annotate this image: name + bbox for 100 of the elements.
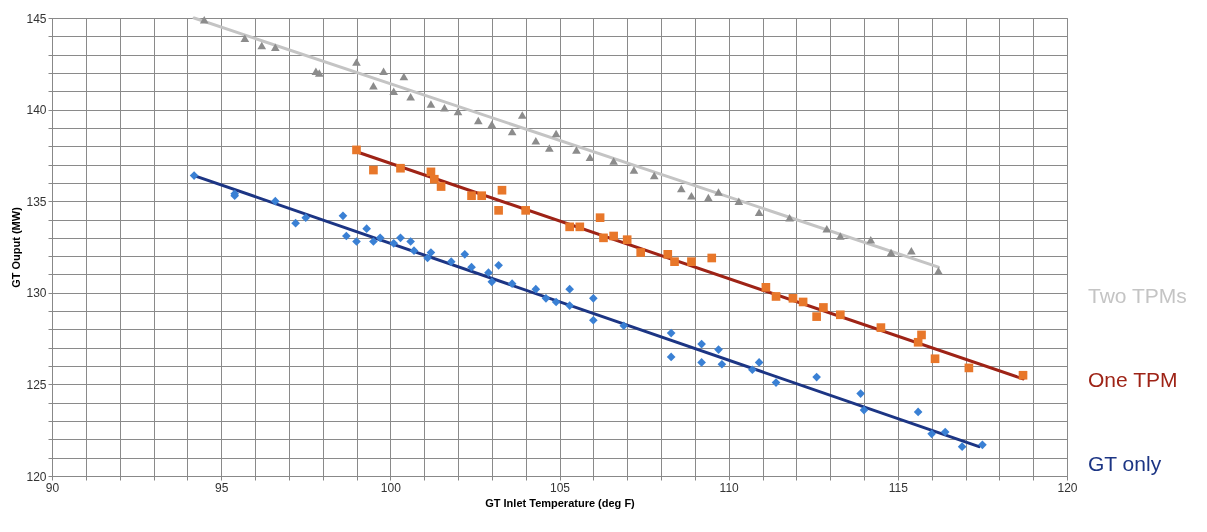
point: [666, 352, 676, 362]
point: [406, 93, 415, 101]
x-axis-title: GT Inlet Temperature (deg F): [485, 496, 636, 509]
point: [609, 231, 618, 241]
point: [352, 237, 361, 246]
point: [649, 171, 659, 180]
x-tick-label: 95: [214, 480, 229, 495]
point: [429, 174, 439, 184]
point: [487, 120, 497, 129]
x-tick-label: 90: [45, 480, 60, 495]
point: [379, 67, 388, 75]
point: [822, 224, 832, 233]
point: [426, 100, 436, 108]
point: [531, 284, 541, 294]
point: [565, 222, 574, 232]
point: [487, 277, 497, 287]
point: [930, 354, 940, 364]
point: [1018, 370, 1028, 380]
point: [436, 182, 446, 191]
point: [270, 43, 280, 52]
point: [477, 191, 487, 201]
point: [636, 248, 646, 257]
point: [886, 248, 896, 257]
point: [338, 211, 348, 221]
point: [859, 405, 869, 415]
y-axis-title: GT Ouput (MW): [10, 206, 23, 288]
y-tick-label: 145: [26, 11, 47, 26]
point: [835, 232, 845, 240]
point: [551, 129, 561, 138]
point: [440, 104, 449, 112]
point: [717, 359, 727, 369]
point: [565, 284, 574, 294]
point: [389, 87, 399, 96]
point: [389, 239, 399, 248]
point: [589, 293, 598, 303]
point: [835, 310, 845, 320]
point: [666, 328, 676, 338]
point: [856, 389, 865, 398]
point: [670, 257, 679, 266]
point: [812, 312, 821, 321]
point: [369, 237, 378, 246]
point: [819, 303, 828, 312]
point: [754, 208, 764, 216]
point: [707, 253, 717, 263]
point: [714, 345, 723, 354]
point: [575, 222, 585, 232]
point: [676, 184, 686, 193]
point: [240, 34, 250, 42]
text: GT only: [1088, 451, 1162, 475]
point: [907, 246, 916, 255]
point: [301, 213, 311, 223]
point: [978, 440, 987, 450]
point: [599, 233, 608, 243]
point: [589, 315, 598, 325]
point: [714, 188, 723, 196]
point: [406, 237, 415, 246]
point: [866, 235, 876, 244]
point: [619, 321, 629, 331]
point: [551, 297, 561, 307]
point: [270, 196, 280, 206]
x-tick-label: 115: [888, 480, 909, 495]
point: [771, 292, 781, 301]
point: [369, 82, 378, 90]
point: [754, 358, 764, 367]
point: [369, 165, 378, 175]
point: [473, 116, 483, 125]
y-tick-label: 140: [26, 103, 47, 118]
point: [595, 213, 605, 223]
point: [362, 224, 371, 234]
point: [876, 323, 886, 332]
x-tick-label: 100: [380, 480, 402, 495]
point: [352, 145, 361, 155]
point: [585, 153, 595, 161]
point: [396, 233, 405, 243]
text: Two TPMs: [1088, 283, 1187, 307]
point: [453, 107, 463, 116]
point: [913, 407, 923, 417]
point: [748, 365, 757, 375]
point: [517, 111, 527, 119]
point: [663, 250, 673, 259]
point: [409, 246, 419, 255]
y-tick-label: 120: [26, 469, 47, 484]
point: [467, 191, 476, 201]
point: [352, 58, 361, 66]
point: [497, 185, 507, 195]
point: [934, 267, 943, 275]
x-tick-label: 120: [1057, 480, 1078, 495]
point: [565, 301, 574, 310]
point: [927, 429, 936, 439]
x-tick-label: 110: [719, 480, 740, 495]
point: [697, 339, 706, 349]
point: [940, 427, 950, 437]
point: [396, 163, 405, 173]
point: [257, 41, 267, 50]
point: [484, 268, 493, 277]
point: [545, 144, 554, 152]
point: [609, 157, 618, 165]
y-tick-label: 130: [26, 286, 47, 301]
x-tick-label: 105: [549, 480, 571, 495]
point: [734, 197, 744, 205]
